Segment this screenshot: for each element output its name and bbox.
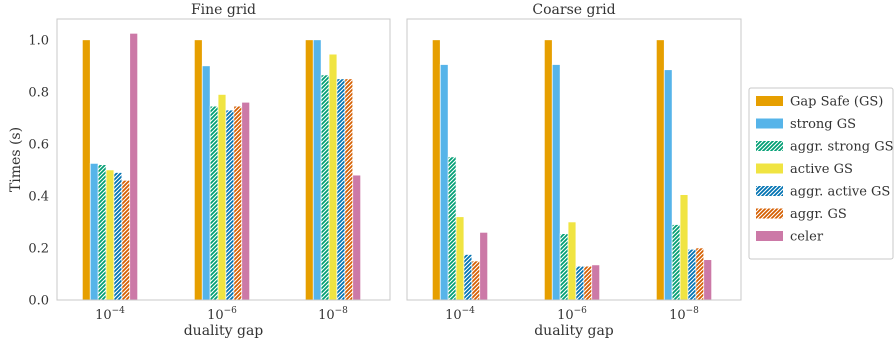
bar-aggr-active-gs-group-3: [336, 78, 346, 301]
bar-strong-gs-group-3: [663, 69, 673, 301]
x-tick-label: 10−4: [95, 306, 125, 323]
legend-swatch: [756, 231, 783, 241]
x-tick-label: 10−6: [557, 306, 587, 323]
bar-active-gs-group-1: [455, 216, 465, 301]
plot-frame: [56, 18, 391, 301]
bar-active-gs-group-2: [217, 94, 227, 301]
bar-celer-group-1: [129, 32, 139, 301]
bar-gap-safe-gs--group-2: [543, 39, 553, 301]
legend-swatch: [756, 163, 783, 174]
bar-aggr-gs-group-1: [121, 179, 131, 301]
bar-celer-group-1: [479, 232, 489, 301]
bar-aggr-strong-gs-group-3: [671, 224, 681, 301]
y-axis-label: Times (s): [8, 127, 24, 192]
bar-aggr-active-gs-group-3: [687, 248, 697, 301]
x-tick-label: 10−6: [207, 306, 237, 323]
y-tick-label: 1.0: [28, 33, 49, 48]
bar-active-gs-group-3: [328, 53, 338, 301]
bar-aggr-strong-gs-group-2: [209, 105, 219, 301]
legend-label: Gap Safe (GS): [790, 95, 883, 110]
bar-active-gs-group-3: [679, 194, 689, 301]
bar-aggr-active-gs-group-1: [113, 172, 123, 301]
panel-fine-grid: Fine grid 10−4 10−6 10−8 duality gap: [56, 2, 391, 339]
x-axis-label: duality gap: [184, 323, 264, 339]
bar-aggr-gs-group-2: [233, 105, 243, 301]
legend-swatch: [756, 208, 783, 219]
y-tick-label: 0.8: [28, 85, 49, 100]
bar-aggr-strong-gs-group-1: [447, 156, 457, 301]
bar-celer-group-3: [352, 174, 362, 301]
bar-celer-group-2: [241, 101, 251, 301]
bar-gap-safe-gs--group-3: [655, 39, 665, 301]
bar-aggr-strong-gs-group-2: [559, 233, 569, 301]
bar-aggr-gs-group-3: [344, 78, 354, 301]
legend-label: aggr. GS: [790, 207, 847, 222]
y-tick-label: 0.6: [28, 137, 49, 152]
x-tick-label: 10−8: [669, 306, 699, 323]
legend-label: aggr. active GS: [790, 185, 890, 200]
bar-strong-gs-group-2: [551, 64, 561, 301]
bar-aggr-strong-gs-group-3: [320, 74, 330, 301]
legend-label: celer: [790, 230, 824, 245]
bar-gap-safe-gs--group-3: [305, 39, 314, 301]
bar-strong-gs-group-1: [89, 163, 99, 301]
plot-frame: [406, 18, 742, 301]
bar-aggr-gs-group-3: [695, 247, 705, 301]
bar-strong-gs-group-2: [201, 65, 211, 301]
bar-strong-gs-group-1: [439, 64, 449, 301]
legend-frame: [748, 87, 894, 260]
panel-coarse-grid: Coarse grid 10−4 10−6 10−8 duality gap: [406, 2, 742, 339]
bar-celer-group-3: [703, 259, 713, 301]
bar-celer-group-2: [591, 264, 601, 301]
bar-gap-safe-gs--group-1: [81, 39, 91, 301]
legend-label: strong GS: [790, 117, 856, 132]
panel-title: Coarse grid: [532, 2, 615, 18]
bar-gap-safe-gs--group-1: [432, 39, 441, 301]
bar-aggr-active-gs-group-2: [575, 265, 585, 301]
y-tick-label: 0.0: [28, 294, 49, 309]
legend-swatch: [756, 141, 783, 151]
legend-label: aggr. strong GS: [790, 140, 894, 155]
legend: Gap Safe (GS) strong GS aggr. strong GS act…: [748, 87, 894, 260]
bar-strong-gs-group-3: [312, 39, 322, 301]
legend-label: active GS: [790, 162, 853, 177]
y-tick-label: 0.2: [28, 242, 49, 257]
panel-title: Fine grid: [191, 2, 256, 18]
x-tick-label: 10−4: [445, 306, 475, 323]
bar-aggr-gs-group-2: [583, 265, 593, 301]
legend-swatch: [756, 118, 783, 129]
bar-aggr-active-gs-group-2: [225, 109, 235, 301]
bar-aggr-strong-gs-group-1: [97, 164, 107, 301]
bar-active-gs-group-2: [567, 221, 577, 301]
y-tick-label: 0.4: [28, 189, 49, 204]
x-axis-label: duality gap: [534, 323, 614, 339]
bar-gap-safe-gs--group-2: [194, 39, 203, 301]
bar-aggr-gs-group-1: [471, 260, 481, 301]
bar-aggr-active-gs-group-1: [463, 254, 473, 301]
bar-active-gs-group-1: [105, 169, 115, 301]
x-tick-label: 10−8: [318, 306, 348, 323]
legend-swatch: [756, 96, 783, 106]
legend-swatch: [756, 186, 783, 196]
